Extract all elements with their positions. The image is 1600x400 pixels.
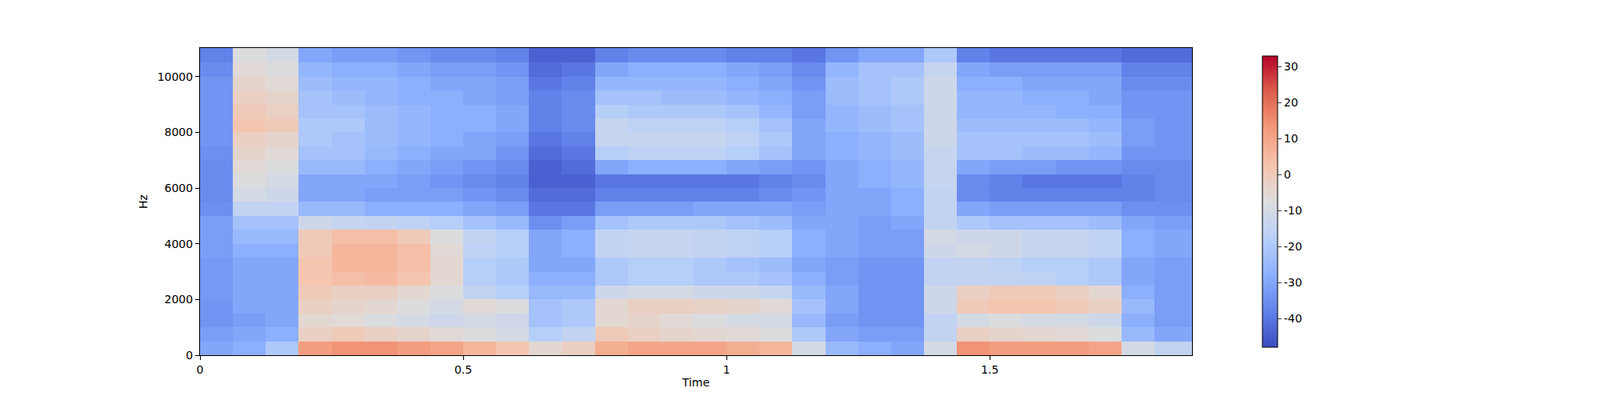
svg-text:-20: -20 [1284,240,1303,253]
svg-text:Hz: Hz [136,194,150,209]
svg-text:10000: 10000 [157,70,194,84]
svg-text:10: 10 [1284,132,1299,145]
svg-text:8000: 8000 [164,125,194,139]
svg-text:6000: 6000 [164,181,194,195]
svg-text:0: 0 [185,348,193,362]
svg-text:0.5: 0.5 [454,363,472,376]
svg-text:-10: -10 [1284,204,1303,217]
svg-text:0: 0 [196,363,204,376]
svg-text:-40: -40 [1284,312,1303,325]
svg-text:20: 20 [1284,96,1299,109]
svg-text:Time: Time [681,376,710,389]
svg-text:30: 30 [1284,60,1299,73]
svg-text:4000: 4000 [164,237,194,251]
svg-text:0: 0 [1284,168,1292,181]
svg-text:1.5: 1.5 [980,363,999,376]
svg-text:1: 1 [723,363,731,376]
svg-text:2000: 2000 [164,292,194,306]
svg-text:-30: -30 [1284,276,1303,289]
